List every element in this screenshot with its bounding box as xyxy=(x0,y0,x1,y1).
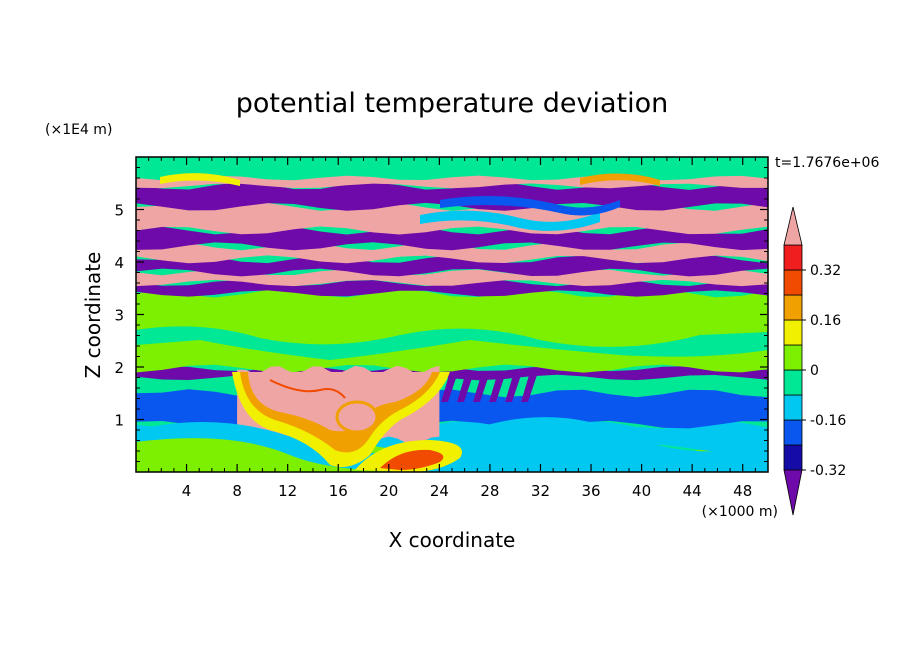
x-tick-label: 12 xyxy=(278,482,297,500)
x-tick-label: 4 xyxy=(182,482,192,500)
colorbar-label: 0.32 xyxy=(810,263,841,279)
colorbar-box xyxy=(783,319,803,346)
x-tick-label: 36 xyxy=(581,482,600,500)
contour-region xyxy=(136,157,768,177)
colorbar-label: -0.16 xyxy=(810,413,846,429)
colorbar-box xyxy=(783,244,803,271)
colorbar-box xyxy=(783,344,803,371)
contour-region xyxy=(136,269,768,287)
colorbar-box xyxy=(783,269,803,296)
plume-pink xyxy=(248,372,432,432)
contour-region xyxy=(136,255,768,277)
plume-blob xyxy=(335,400,379,434)
x-tick-label: 20 xyxy=(379,482,398,500)
plume-streak xyxy=(269,379,346,399)
y-axis-label: Z coordinate xyxy=(81,252,105,379)
wave-finger xyxy=(457,372,474,402)
colorbar-box xyxy=(783,444,803,471)
x-tick-label: 48 xyxy=(733,482,752,500)
upper-cyan-streak xyxy=(420,210,600,231)
colorbar: 0.32 0.16 0 -0.16 -0.32 xyxy=(783,206,846,516)
x-tick-label: 8 xyxy=(232,482,242,500)
wave-finger xyxy=(473,372,490,402)
x-tick-label: 24 xyxy=(430,482,449,500)
x-tick-label: 32 xyxy=(531,482,550,500)
y-unit-label: (×1E4 m) xyxy=(45,122,112,138)
y-tick-label: 5 xyxy=(114,202,124,220)
y-tick-label: 3 xyxy=(114,307,124,325)
x-tick-label: 40 xyxy=(632,482,651,500)
upper-yellow-streak xyxy=(160,173,240,186)
y-tick-label: 2 xyxy=(114,359,124,377)
wave-finger xyxy=(505,372,522,402)
colorbar-box xyxy=(783,419,803,446)
colorbar-box xyxy=(783,369,803,396)
wave-finger xyxy=(441,372,458,402)
x-tick-label: 16 xyxy=(329,482,348,500)
chart-title: potential temperature deviation xyxy=(236,88,668,119)
y-tick-label: 4 xyxy=(114,254,124,272)
wave-finger xyxy=(489,372,506,402)
colorbar-label: 0 xyxy=(810,363,819,379)
x-unit-label: (×1000 m) xyxy=(702,504,778,520)
colorbar-label: -0.32 xyxy=(810,463,846,479)
mid-green-patch xyxy=(136,326,768,360)
y-axis: 1 2 3 4 5 xyxy=(114,167,768,462)
x-axis-label: X coordinate xyxy=(389,528,516,552)
colorbar-extend-low xyxy=(783,469,803,516)
upper-orange-streak xyxy=(580,173,660,186)
y-tick-label: 1 xyxy=(114,412,124,430)
x-tick-label: 28 xyxy=(480,482,499,500)
colorbar-label: 0.16 xyxy=(810,313,841,329)
colorbar-extend-high xyxy=(783,206,803,246)
colorbar-box xyxy=(783,294,803,321)
wave-fingers xyxy=(441,372,538,402)
wave-finger xyxy=(521,372,538,402)
contour-region xyxy=(136,226,768,251)
upper-blue-streak xyxy=(440,196,620,216)
time-label: t=1.7676e+06 xyxy=(775,155,879,171)
colorbar-box xyxy=(783,394,803,421)
x-tick-label: 44 xyxy=(683,482,702,500)
region-lower-hot xyxy=(380,449,444,470)
x-axis: 4 8 12 16 20 24 28 32 36 40 44 48 xyxy=(148,157,756,500)
contour-field xyxy=(136,157,768,472)
region-lower-green xyxy=(136,438,420,472)
